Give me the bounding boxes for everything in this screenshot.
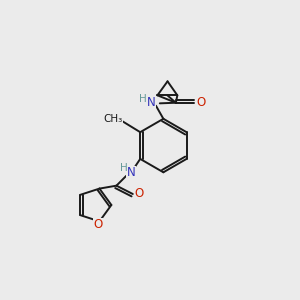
Text: O: O (196, 96, 206, 109)
Text: H: H (120, 164, 128, 173)
Text: N: N (146, 96, 155, 109)
Text: N: N (127, 167, 136, 179)
Text: O: O (135, 187, 144, 200)
Text: O: O (93, 218, 103, 231)
Text: H: H (139, 94, 147, 103)
Text: CH₃: CH₃ (103, 114, 122, 124)
